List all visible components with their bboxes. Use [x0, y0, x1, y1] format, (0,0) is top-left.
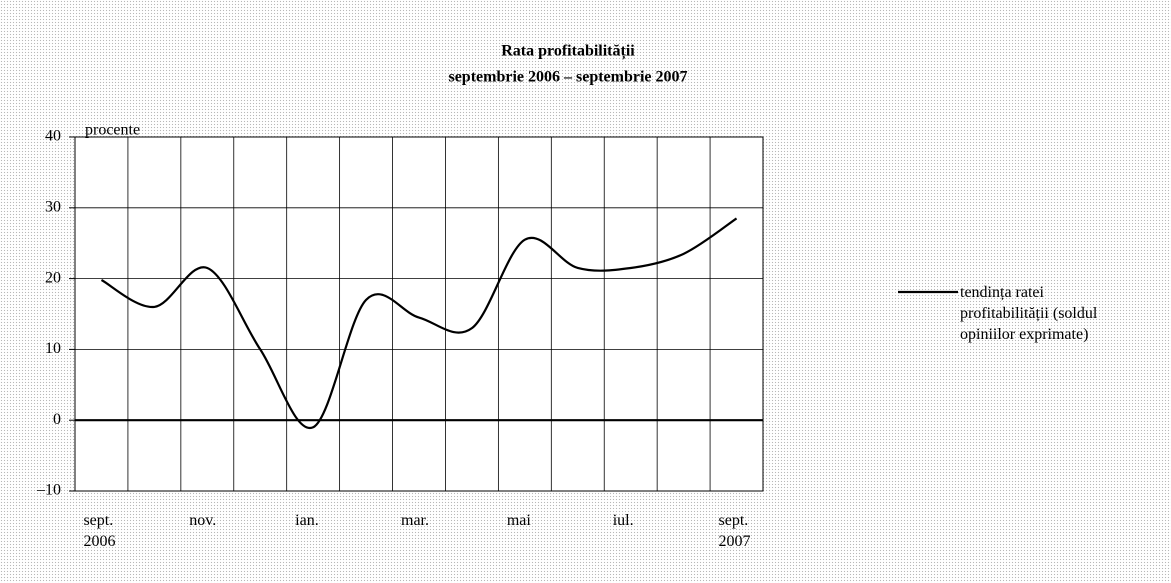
- y-tick-label: 40: [45, 128, 61, 145]
- series-line: [100, 217, 738, 430]
- x-tick-label: sept. 2007: [718, 512, 751, 550]
- plot-area: [75, 137, 763, 491]
- x-tick-label: mar.: [401, 512, 429, 529]
- x-tick-label: iul.: [612, 512, 634, 529]
- y-tick-label: 30: [45, 198, 61, 215]
- plot-border: [74, 136, 764, 492]
- y-axis-label: procente: [85, 122, 140, 139]
- y-tick-label: –10: [36, 482, 61, 499]
- x-tick-label: sept. 2006: [83, 512, 116, 550]
- chart-subtitle: septembrie 2006 – septembrie 2007: [448, 69, 687, 86]
- legend-label: tendința ratei profitabilității (soldul …: [960, 284, 1098, 343]
- y-tick-label: 0: [53, 411, 61, 428]
- x-tick-label: nov.: [189, 512, 217, 529]
- y-tick-label: 20: [45, 269, 61, 286]
- y-tick-label: 10: [45, 340, 61, 357]
- x-tick-label: mai: [506, 512, 531, 529]
- chart-title: Rata profitabilității: [501, 43, 635, 61]
- x-tick-label: ian.: [295, 512, 319, 529]
